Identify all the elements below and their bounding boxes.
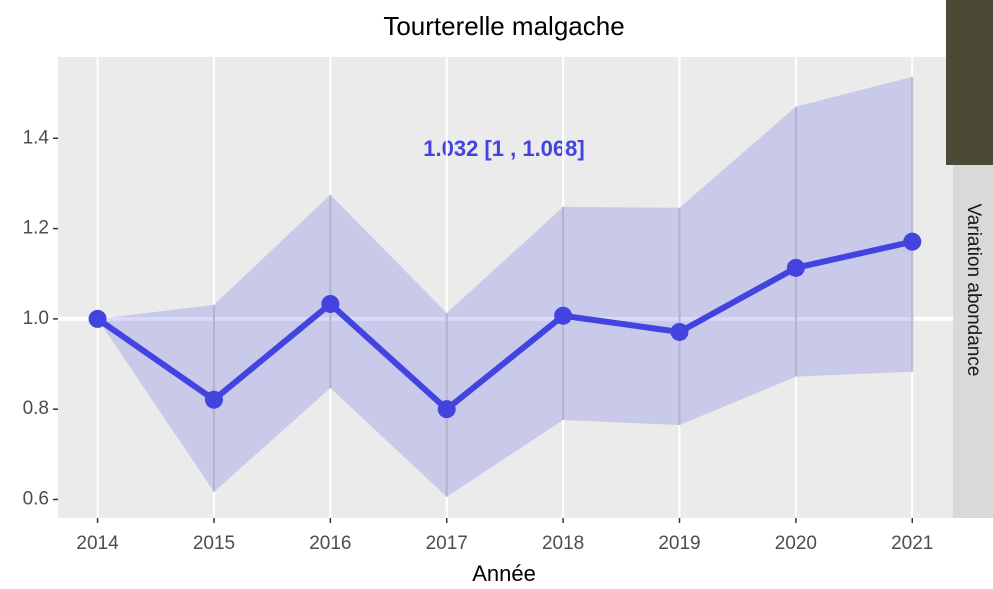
point [670,323,688,341]
photo [946,0,993,165]
x-tick-label: 2020 [775,533,817,554]
x-tick-label: 2021 [891,533,933,554]
x-tick-label: 2017 [426,533,468,554]
y-tick-label: 0.6 [23,489,49,510]
x-tick-label: 2019 [658,533,700,554]
y-tick-label: 1.2 [23,218,49,239]
point [438,400,456,418]
x-tick-label: 2015 [193,533,235,554]
point [321,295,339,313]
y-tick-label: 1.0 [23,308,49,329]
x-axis-label: Année [472,561,536,586]
point [554,307,572,325]
chart-title: Tourterelle malgache [383,11,624,41]
y-tick-label: 1.4 [23,127,50,148]
point [903,233,921,251]
x-tick-label: 2016 [309,533,351,554]
strip-label: Variation abondance [963,204,984,377]
point [205,391,223,409]
x-tick-label: 2014 [76,533,119,554]
chart: Tourterelle malgache Année Variation abo… [0,0,993,589]
point [787,259,805,277]
x-tick-label: 2018 [542,533,584,554]
point [89,310,107,328]
y-tick-label: 0.8 [23,398,49,419]
